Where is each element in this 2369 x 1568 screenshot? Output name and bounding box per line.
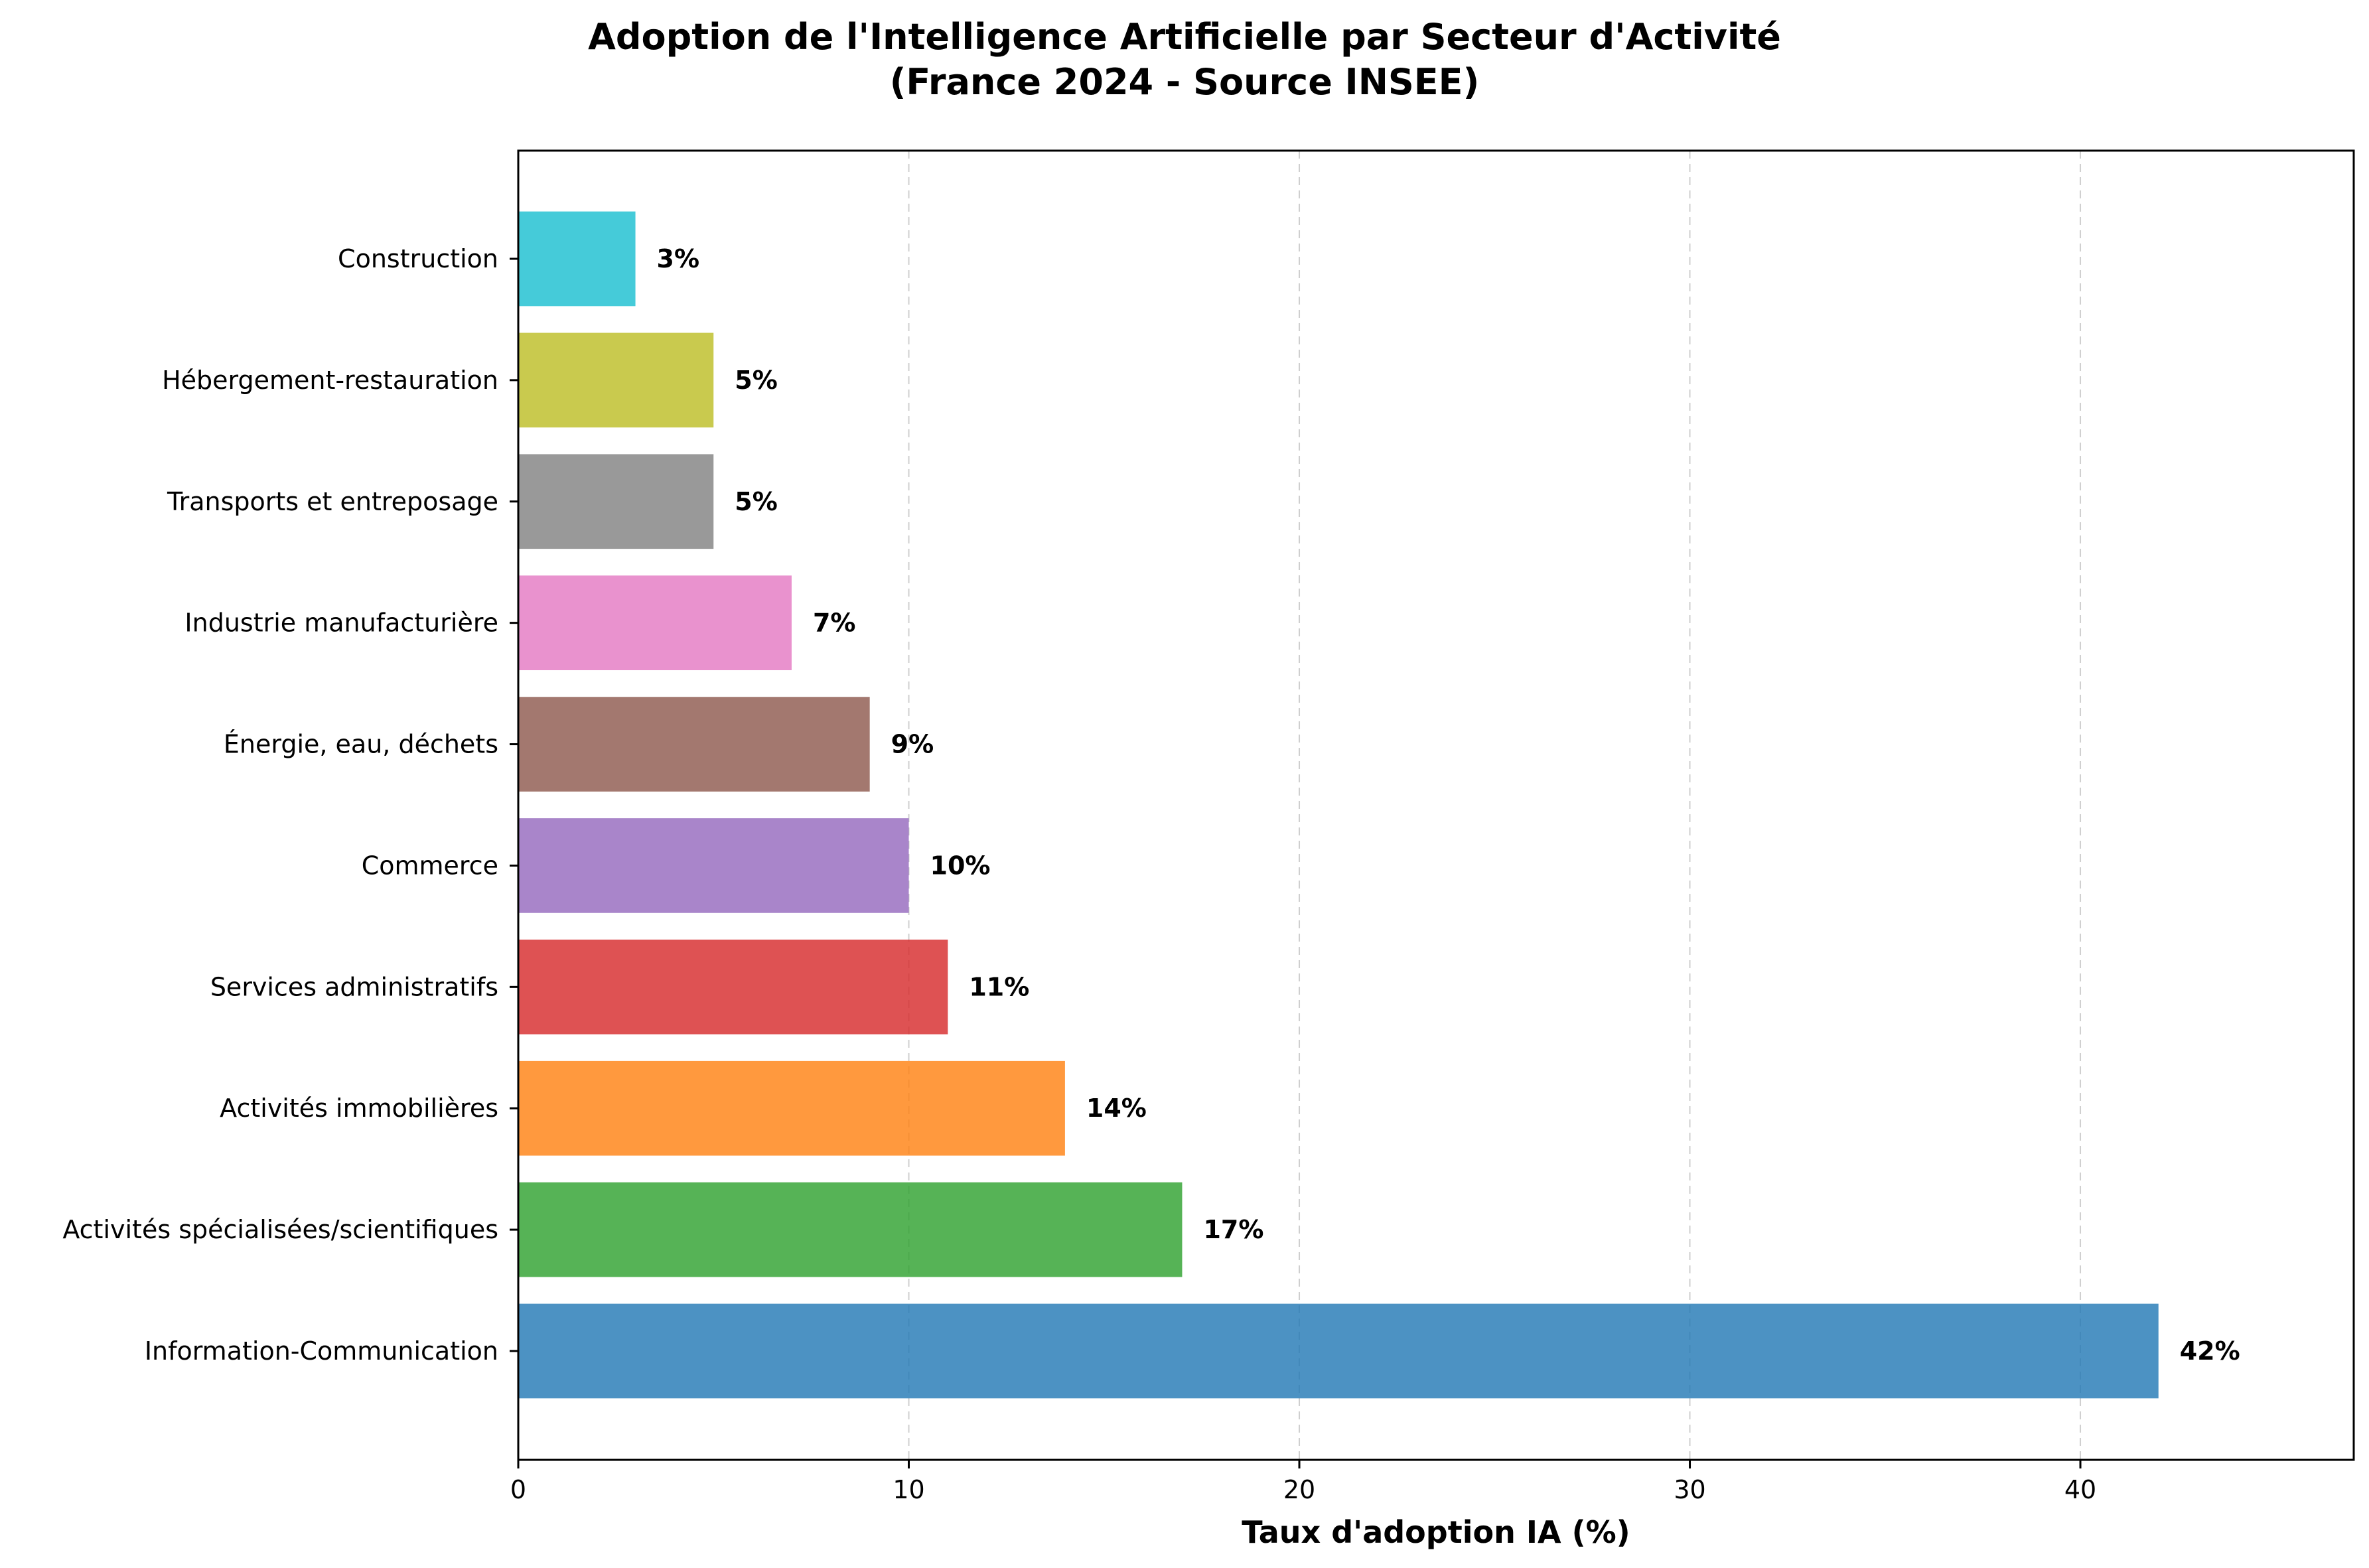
bar-value-label-0: 42% [2180,1336,2240,1366]
bar-value-label-2: 14% [1086,1094,1147,1123]
bar-value-label-8: 5% [735,366,778,395]
bar-value-label-6: 7% [813,608,856,638]
bar-8 [518,332,714,428]
bar-value-label-4: 10% [930,851,991,880]
bar-7 [518,454,714,549]
x-tick-label-30: 30 [1674,1475,1705,1504]
bar-2 [518,1060,1065,1156]
y-tick-label-3: Services administratifs [210,972,498,1001]
bar-4 [518,818,909,913]
chart-title: Adoption de l'Intelligence Artificielle … [0,15,2369,105]
bar-value-label-3: 11% [969,972,1029,1001]
x-tick-label-20: 20 [1283,1475,1315,1504]
x-tick-label-0: 0 [510,1475,526,1504]
bar-value-label-9: 3% [657,244,700,273]
x-tick-label-40: 40 [2064,1475,2096,1504]
bar-value-label-7: 5% [735,487,778,516]
bar-6 [518,575,792,670]
bar-0 [518,1303,2159,1399]
plot-frame [517,149,2355,1461]
bar-9 [518,211,636,307]
bar-value-label-5: 9% [891,730,934,759]
y-tick-label-2: Activités immobilières [220,1094,498,1123]
y-tick-label-1: Activités spécialisées/scientifiques [62,1215,498,1244]
y-tick-label-9: Construction [338,244,498,273]
bar-1 [518,1182,1183,1277]
bar-3 [518,940,948,1034]
bar-5 [518,697,870,792]
x-tick-label-10: 10 [893,1475,924,1504]
y-tick-label-7: Transports et entreposage [167,487,498,516]
y-tick-label-4: Commerce [362,851,498,880]
bar-value-labels: 42% 17% 14% 11% 10% 9% 7% 5% 5% 3% [657,244,2240,1366]
x-axis-ticks: 0 10 20 30 40 [510,1460,2096,1504]
x-axis-title: Taux d'adoption IA (%) [1242,1514,1630,1550]
bar-value-label-1: 17% [1203,1215,1263,1244]
y-tick-label-8: Hébergement-restauration [162,366,498,395]
bars [518,211,2159,1399]
y-tick-label-6: Industrie manufacturière [184,608,498,638]
chart-subtitle-line: (France 2024 - Source INSEE) [889,61,1480,103]
y-tick-label-0: Information-Communication [145,1336,498,1366]
chart-title-line: Adoption de l'Intelligence Artificielle … [588,16,1781,58]
y-tick-label-5: Énergie, eau, déchets [224,730,498,759]
y-axis-ticks: Information-Communication Activités spéci… [62,244,518,1366]
